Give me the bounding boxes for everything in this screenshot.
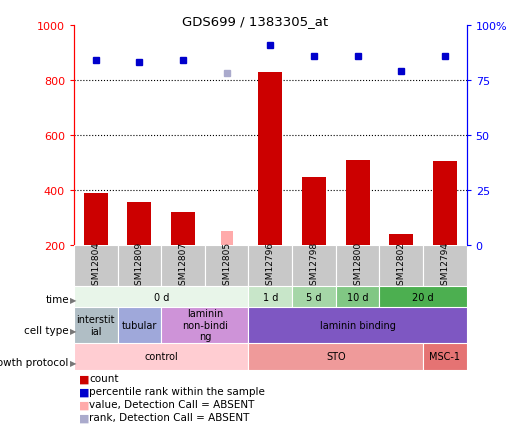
Bar <box>74 286 248 307</box>
Text: interstit
ial: interstit ial <box>76 314 115 336</box>
Text: 20 d: 20 d <box>411 292 433 302</box>
Text: GSM12796: GSM12796 <box>265 241 274 290</box>
Bar <box>345 160 369 245</box>
Bar <box>248 307 466 343</box>
Bar <box>258 72 282 245</box>
Text: ■: ■ <box>79 387 90 396</box>
Text: 0 d: 0 d <box>153 292 168 302</box>
Bar <box>388 234 412 245</box>
Bar <box>248 286 292 307</box>
Text: ■: ■ <box>79 413 90 422</box>
Bar <box>379 245 422 286</box>
Bar <box>248 245 292 286</box>
Text: rank, Detection Call = ABSENT: rank, Detection Call = ABSENT <box>89 413 249 422</box>
Text: GSM12804: GSM12804 <box>91 241 100 290</box>
Text: value, Detection Call = ABSENT: value, Detection Call = ABSENT <box>89 400 254 409</box>
Bar <box>74 245 118 286</box>
Bar <box>422 343 466 370</box>
Bar <box>83 193 107 245</box>
Bar <box>379 286 466 307</box>
Text: control: control <box>144 352 178 361</box>
Bar <box>220 231 232 245</box>
Text: 1 d: 1 d <box>262 292 277 302</box>
Bar <box>205 245 248 286</box>
Bar <box>118 245 161 286</box>
Bar <box>74 343 248 370</box>
Text: 10 d: 10 d <box>346 292 367 302</box>
Bar <box>248 343 422 370</box>
Bar <box>335 286 379 307</box>
Text: ■: ■ <box>79 400 90 409</box>
Bar <box>292 286 335 307</box>
Text: time: time <box>45 295 69 304</box>
Text: GDS699 / 1383305_at: GDS699 / 1383305_at <box>182 15 327 28</box>
Text: count: count <box>89 374 119 383</box>
Text: laminin binding: laminin binding <box>319 320 394 330</box>
Text: GSM12805: GSM12805 <box>222 241 231 290</box>
Text: cell type: cell type <box>24 326 69 335</box>
Bar <box>422 245 466 286</box>
Text: laminin
non-bindi
ng: laminin non-bindi ng <box>182 309 228 342</box>
Bar <box>127 203 151 245</box>
Bar <box>432 161 456 245</box>
Text: MSC-1: MSC-1 <box>429 352 460 361</box>
Text: GSM12800: GSM12800 <box>352 241 361 290</box>
Bar <box>292 245 335 286</box>
Bar <box>171 212 194 245</box>
Text: GSM12794: GSM12794 <box>439 241 448 290</box>
Text: percentile rank within the sample: percentile rank within the sample <box>89 387 265 396</box>
Text: 5 d: 5 d <box>305 292 321 302</box>
Bar <box>161 245 205 286</box>
Text: GSM12798: GSM12798 <box>309 241 318 290</box>
Bar <box>74 307 118 343</box>
Bar <box>118 307 161 343</box>
Bar <box>301 178 325 245</box>
Text: growth protocol: growth protocol <box>0 358 69 367</box>
Text: STO: STO <box>325 352 345 361</box>
Text: ▶: ▶ <box>70 326 76 335</box>
Bar <box>161 307 248 343</box>
Text: ■: ■ <box>79 374 90 383</box>
Text: GSM12802: GSM12802 <box>396 241 405 290</box>
Text: tubular: tubular <box>122 320 157 330</box>
Text: ▶: ▶ <box>70 295 76 304</box>
Bar <box>335 245 379 286</box>
Text: GSM12807: GSM12807 <box>178 241 187 290</box>
Text: GSM12809: GSM12809 <box>135 241 144 290</box>
Text: ▶: ▶ <box>70 358 76 367</box>
